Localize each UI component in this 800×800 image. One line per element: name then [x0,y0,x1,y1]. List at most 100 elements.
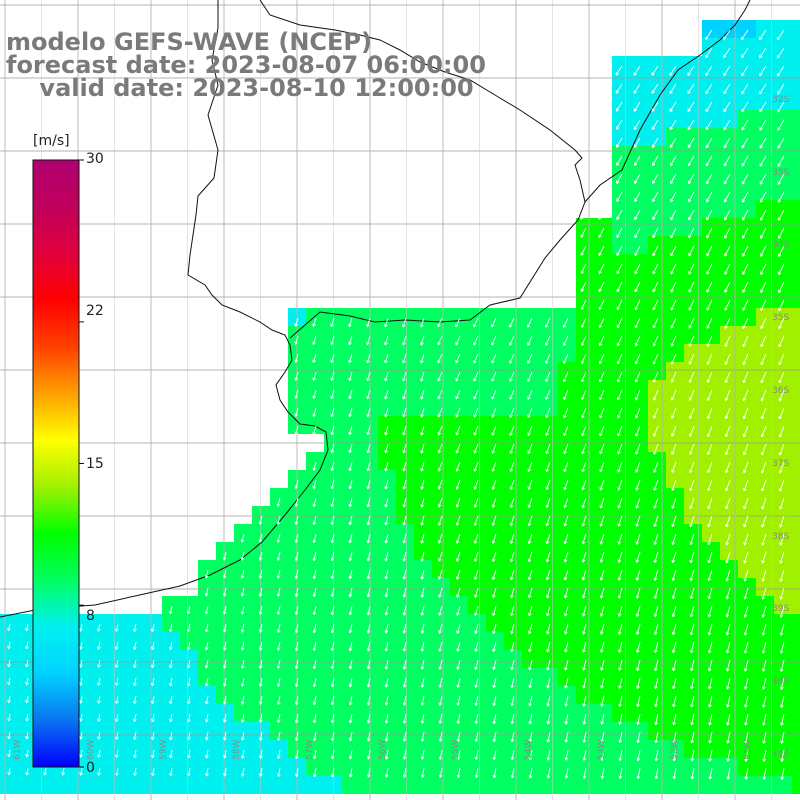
wind-arrow [420,713,425,724]
wind-arrow [777,173,785,185]
field-cell [216,596,234,614]
wind-arrow [776,47,785,59]
field-cell [468,704,486,722]
field-cell [558,686,576,704]
field-cell [702,182,720,200]
field-cell [540,398,558,416]
wind-arrow [204,605,209,615]
field-cell [504,686,522,704]
field-cell [126,632,144,650]
field-cell [522,542,540,560]
field-cell [702,614,720,632]
field-cell [144,632,162,650]
field-cell [738,704,756,722]
wind-arrow [276,569,281,579]
field-cell [126,704,144,722]
field-cell [198,758,216,776]
wind-arrow [705,101,713,113]
wind-arrow [438,731,443,742]
field-cell [612,218,630,236]
field-cell [342,596,360,614]
field-cell [684,344,702,362]
field-cell [234,704,252,722]
field-cell [648,56,666,74]
wind-arrow [634,263,641,275]
field-cell [342,740,360,758]
wind-arrow [615,119,623,130]
field-cell [684,686,702,704]
field-cell [594,272,612,290]
field-cell [774,596,792,614]
wind-arrow [778,461,785,474]
wind-arrow [706,353,713,365]
wind-arrow [564,767,569,779]
field-cell [738,38,756,56]
wind-arrow [652,245,659,257]
wind-arrow [544,317,551,328]
wind-arrow [581,461,587,473]
field-cell [792,362,800,380]
wind-arrow [312,623,317,634]
wind-arrow [581,515,587,527]
wind-arrow [742,317,749,329]
field-cell [108,758,126,776]
wind-arrow [384,353,389,364]
wind-arrow [779,479,785,492]
field-cell [468,632,486,650]
field-cell [738,524,756,542]
field-cell [522,578,540,596]
field-cell [774,182,792,200]
field-cell [396,398,414,416]
wind-arrow [348,461,353,472]
field-cell [738,20,756,38]
wind-arrow [420,587,425,598]
wind-arrow [724,299,731,311]
field-cell [540,614,558,632]
field-cell [324,758,342,776]
field-cell [756,362,774,380]
field-cell [432,362,450,380]
wind-arrow [259,749,263,759]
field-cell [648,650,666,668]
wind-arrow [776,29,785,41]
wind-arrow [168,641,173,651]
field-cell [648,452,666,470]
field-cell [792,560,800,578]
wind-arrow [651,119,659,130]
field-cell [576,236,594,254]
wind-arrow [348,335,353,346]
field-cell [540,326,558,344]
wind-arrow [366,371,371,382]
wind-arrow [348,443,353,454]
field-cell [306,308,324,326]
wind-arrow [294,587,299,597]
wind-arrow [366,515,371,526]
coastline-north-path [584,0,751,203]
wind-arrow [510,695,515,707]
field-cell [630,380,648,398]
wind-arrow [330,335,335,346]
field-cell [684,470,702,488]
wind-arrow [510,587,515,599]
wind-arrow [473,551,479,562]
wind-arrow [491,533,497,544]
wind-arrow [671,425,677,437]
field-cell [306,488,324,506]
field-cell [486,614,504,632]
wind-arrow [581,587,587,599]
field-cell [630,416,648,434]
wind-arrow [742,335,749,347]
wind-arrow [741,155,749,167]
wind-arrow [777,227,785,239]
field-cell [756,776,774,794]
field-cell [468,596,486,614]
wind-arrow [671,641,677,654]
field-cell [684,758,702,776]
wind-arrow [725,515,731,528]
wind-arrow [7,677,11,686]
field-cell [702,758,720,776]
field-cell [252,758,270,776]
field-cell [162,776,180,794]
field-cell [630,632,648,650]
field-cell [252,776,270,794]
